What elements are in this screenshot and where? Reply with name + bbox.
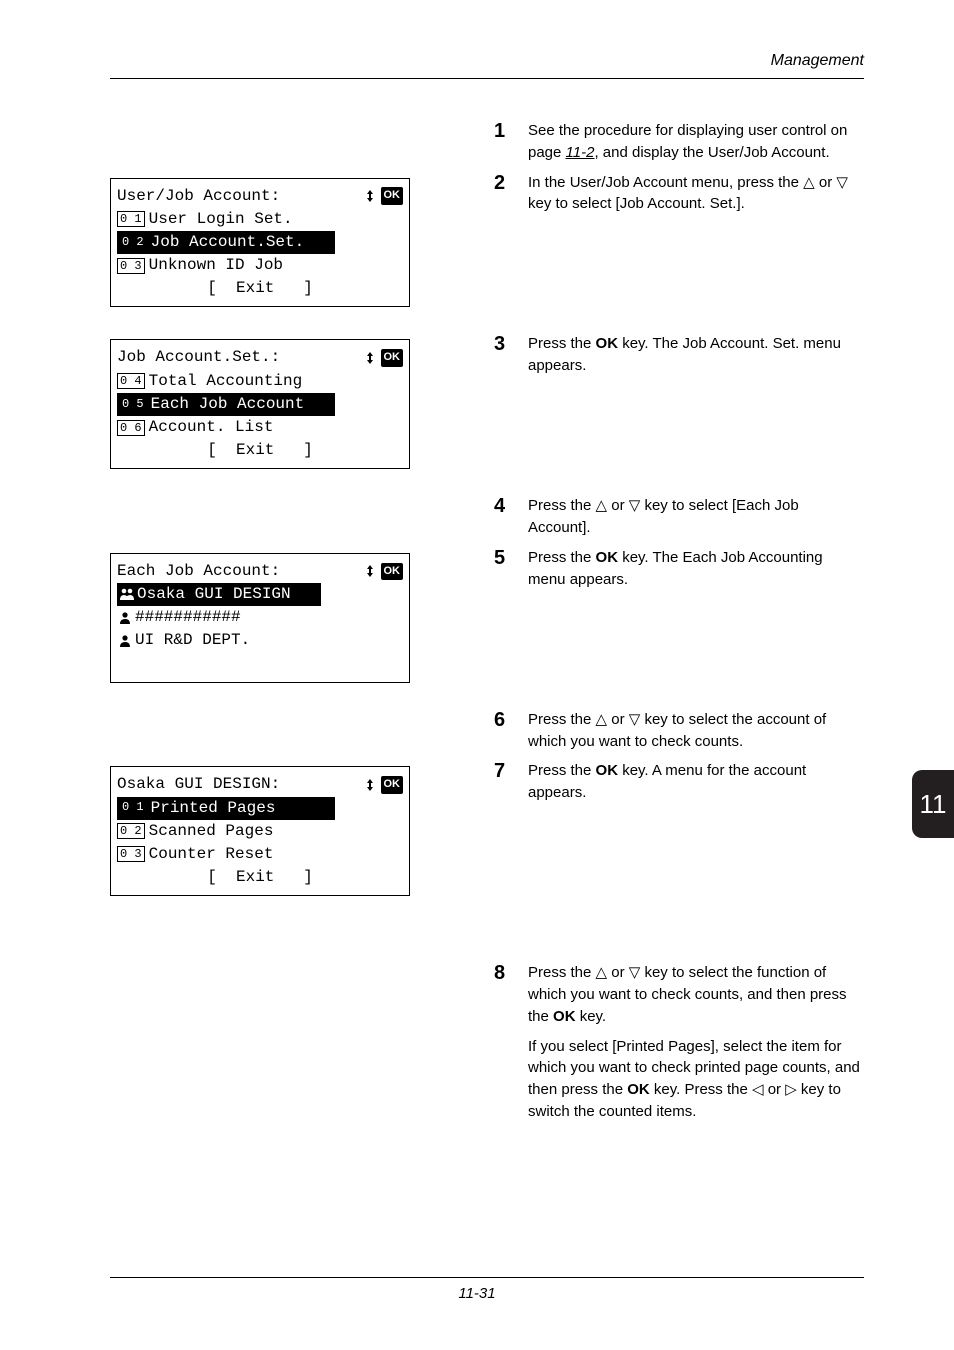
nav-arrows-icon bbox=[363, 778, 377, 792]
page-link[interactable]: 11-2 bbox=[566, 144, 595, 161]
item-number: 0 2 bbox=[119, 234, 147, 250]
step-text: See the procedure for displaying user co… bbox=[528, 120, 864, 164]
lcd-line-text: Printed Pages bbox=[151, 799, 276, 817]
step-number: 5 bbox=[494, 547, 528, 591]
footer-page-number: 11-31 bbox=[0, 1285, 954, 1302]
lcd-line: Unknown ID Job bbox=[149, 254, 283, 277]
lcd-selected-line: 0 5Each Job Account bbox=[117, 393, 335, 416]
lcd-line: Account. List bbox=[149, 416, 274, 439]
step-text: In the User/Job Account menu, press the … bbox=[528, 172, 864, 216]
ok-icon: OK bbox=[381, 563, 404, 581]
lcd-title: Each Job Account: bbox=[117, 560, 280, 583]
lcd-line-text: Osaka GUI DESIGN bbox=[137, 585, 291, 603]
group-inv-icon bbox=[119, 587, 135, 601]
item-number: 0 1 bbox=[117, 211, 145, 227]
item-number: 0 2 bbox=[117, 823, 145, 839]
lcd-line: UI R&D DEPT. bbox=[135, 629, 250, 652]
step-text: Press the OK key. The Each Job Accountin… bbox=[528, 547, 864, 591]
lcd-line: Total Accounting bbox=[149, 370, 303, 393]
ok-icon: OK bbox=[381, 349, 404, 367]
nav-arrows-icon bbox=[363, 351, 377, 365]
item-number: 0 6 bbox=[117, 420, 145, 436]
step-7-bold: OK bbox=[596, 762, 619, 779]
lcd-exit: [ Exit ] bbox=[117, 866, 403, 889]
lcd-exit: [ Exit ] bbox=[117, 439, 403, 462]
item-number: 0 3 bbox=[117, 258, 145, 274]
item-number: 0 1 bbox=[119, 799, 147, 815]
person-icon bbox=[117, 634, 133, 648]
lcd-selected-line: 0 2Job Account.Set. bbox=[117, 231, 335, 254]
step-8-bold: OK bbox=[553, 1008, 576, 1025]
step-text: Press the OK key. The Job Account. Set. … bbox=[528, 333, 864, 377]
side-tab: 11 bbox=[912, 770, 954, 838]
lcd-selected-line: 0 1Printed Pages bbox=[117, 797, 335, 820]
step-number: 3 bbox=[494, 333, 528, 377]
step-3-bold: OK bbox=[596, 335, 619, 352]
lcd-each-job-account: Each Job Account: OK Osaka GUI DESIGN ##… bbox=[110, 553, 410, 683]
step-number: 4 bbox=[494, 495, 528, 539]
ok-icon: OK bbox=[381, 776, 404, 794]
header-rule bbox=[110, 78, 864, 79]
step-text: If you select [Printed Pages], select th… bbox=[528, 1036, 864, 1123]
step-number: 8 bbox=[494, 962, 528, 1027]
step-number-blank bbox=[494, 1036, 528, 1123]
lcd-line: Counter Reset bbox=[149, 843, 274, 866]
lcd-line: User Login Set. bbox=[149, 208, 293, 231]
step-1-text-b: , and display the User/Job Account. bbox=[594, 144, 829, 161]
step-8p-bold: OK bbox=[627, 1081, 650, 1098]
step-text: Press the △ or ▽ key to select the funct… bbox=[528, 962, 864, 1027]
lcd-user-job-account: User/Job Account: OK 0 1User Login Set. … bbox=[110, 178, 410, 308]
step-number: 6 bbox=[494, 709, 528, 753]
lcd-line-text: Job Account.Set. bbox=[151, 233, 305, 251]
item-number: 0 4 bbox=[117, 373, 145, 389]
lcd-line: ########### bbox=[135, 606, 241, 629]
lcd-selected-line: Osaka GUI DESIGN bbox=[117, 583, 321, 606]
step-number: 1 bbox=[494, 120, 528, 164]
step-3-text-a: Press the bbox=[528, 335, 596, 352]
ok-icon: OK bbox=[381, 187, 404, 205]
item-number: 0 3 bbox=[117, 846, 145, 862]
person-icon bbox=[117, 611, 133, 625]
lcd-line: Scanned Pages bbox=[149, 820, 274, 843]
step-5-text-a: Press the bbox=[528, 549, 596, 566]
step-5-bold: OK bbox=[596, 549, 619, 566]
footer-rule bbox=[110, 1277, 864, 1278]
step-number: 2 bbox=[494, 172, 528, 216]
lcd-title: Osaka GUI DESIGN: bbox=[117, 773, 280, 796]
step-text: Press the △ or ▽ key to select [Each Job… bbox=[528, 495, 864, 539]
lcd-exit: [ Exit ] bbox=[117, 277, 403, 300]
step-text: Press the △ or ▽ key to select the accou… bbox=[528, 709, 864, 753]
lcd-job-account-set: Job Account.Set.: OK 0 4Total Accounting… bbox=[110, 339, 410, 469]
lcd-title: User/Job Account: bbox=[117, 185, 280, 208]
lcd-line-text: Each Job Account bbox=[151, 395, 305, 413]
nav-arrows-icon bbox=[363, 564, 377, 578]
header-section-title: Management bbox=[771, 52, 864, 70]
step-number: 7 bbox=[494, 760, 528, 804]
nav-arrows-icon bbox=[363, 189, 377, 203]
lcd-osaka-gui-design: Osaka GUI DESIGN: OK 0 1Printed Pages 0 … bbox=[110, 766, 410, 896]
step-text: Press the OK key. A menu for the account… bbox=[528, 760, 864, 804]
item-number: 0 5 bbox=[119, 396, 147, 412]
step-8-text-b: key. bbox=[576, 1008, 607, 1025]
lcd-title: Job Account.Set.: bbox=[117, 346, 280, 369]
step-7-text-a: Press the bbox=[528, 762, 596, 779]
